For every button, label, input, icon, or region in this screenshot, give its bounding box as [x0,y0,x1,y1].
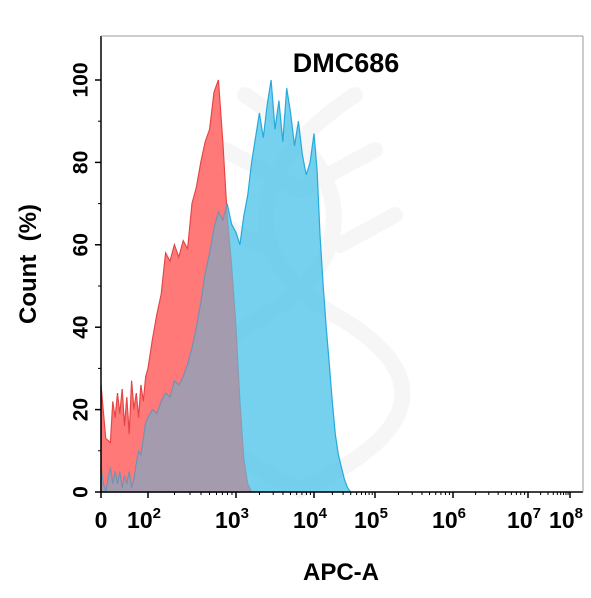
series-area-2 [100,79,352,493]
x-tick-label: 107 [507,505,541,533]
x-tick-label: 105 [354,505,388,533]
y-tick-label: 0 [69,486,92,498]
y-tick-label: 100 [69,62,92,97]
x-axis: 0 102 103 104 105 106 107 108 [95,492,583,533]
x-tick-label: 104 [293,505,328,533]
chart-title: DMC686 [293,48,400,78]
y-tick-label: 60 [69,233,92,256]
y-axis-label: Count (%) [15,204,42,324]
plot-frame [100,35,584,493]
series-layer [100,79,352,493]
y-axis: 0 20 40 60 80 100 [69,62,101,498]
x-tick-label: 106 [432,505,466,533]
series-overlap-tint [101,80,252,492]
x-tick-label: 108 [549,505,583,533]
x-tick-label: 0 [95,507,108,533]
x-tick-label: 103 [215,505,249,533]
y-tick-label: 80 [69,151,92,174]
y-tick-label: 40 [69,316,92,339]
x-axis-label: APC-A [303,559,379,586]
y-tick-label: 20 [69,398,92,421]
x-tick-label: 102 [127,505,161,533]
